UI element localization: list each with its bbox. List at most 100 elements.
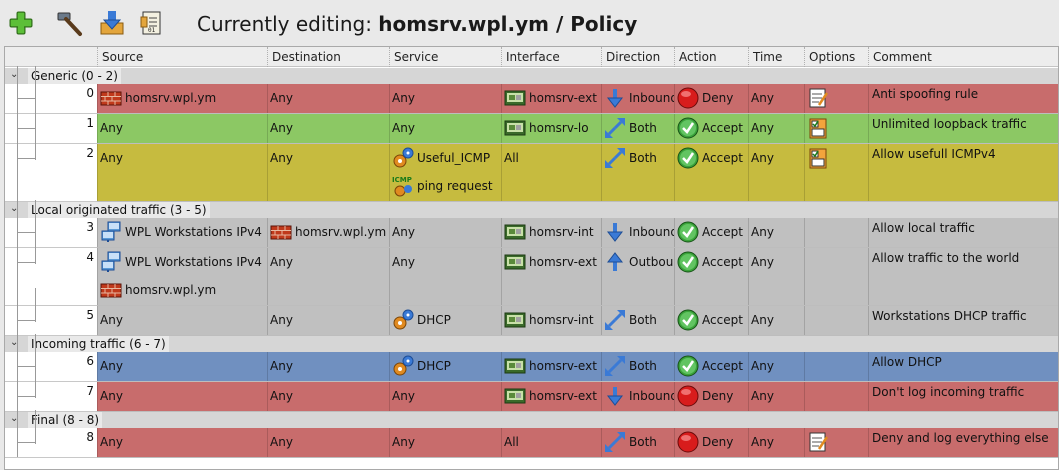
action-cell[interactable]: Accept (674, 352, 748, 381)
direction-object[interactable]: Both (602, 306, 674, 334)
destination-object[interactable]: Any (268, 306, 389, 334)
service-object[interactable]: DHCP (390, 306, 501, 334)
service-cell[interactable]: DHCP (389, 352, 501, 381)
service-object[interactable]: Any (390, 248, 501, 276)
action-object[interactable]: Accept (675, 218, 748, 246)
destination-cell[interactable]: Any (267, 114, 389, 143)
direction-object[interactable]: Inbound (602, 84, 674, 112)
rule-row[interactable]: 0 homsrv.wpl.ym Any Any homsrv-ext Inbound Den… (5, 66, 1058, 114)
column-header-service[interactable]: Service (389, 47, 501, 67)
service-object[interactable]: Any (390, 218, 501, 246)
source-cell[interactable]: Any (97, 428, 267, 457)
direction-cell[interactable]: Both (601, 144, 674, 201)
rule-row[interactable]: 3 WPL Workstations IPv4 homsrv.wpl.ym Any ho… (5, 200, 1058, 248)
column-header-comment[interactable]: Comment (868, 47, 1058, 67)
interface-object[interactable]: homsrv-int (502, 218, 601, 246)
rule-row[interactable]: 7 Any Any Any homsrv-ext Inbound Deny Any Don't … (5, 364, 1058, 412)
action-object[interactable]: Deny (675, 84, 748, 112)
comment-cell[interactable]: Deny and log everything else (868, 428, 1058, 457)
options-cell[interactable] (804, 248, 868, 305)
action-object[interactable]: Accept (675, 352, 748, 380)
service-object[interactable]: Any (390, 428, 501, 456)
time-cell[interactable]: Any (748, 428, 804, 457)
options-object[interactable] (805, 144, 868, 172)
action-object[interactable]: Accept (675, 114, 748, 142)
interface-cell[interactable]: homsrv-int (501, 306, 601, 335)
action-cell[interactable]: Accept (674, 306, 748, 335)
direction-cell[interactable]: Inbound (601, 218, 674, 247)
direction-object[interactable]: Outbound (602, 248, 674, 276)
direction-cell[interactable]: Both (601, 306, 674, 335)
direction-cell[interactable]: Both (601, 114, 674, 143)
source-object[interactable]: Any (98, 382, 267, 410)
rule-number-cell[interactable]: 7 (5, 364, 97, 412)
comment-cell[interactable]: Anti spoofing rule (868, 84, 1058, 113)
direction-object[interactable]: Both (602, 144, 674, 172)
time-cell[interactable]: Any (748, 218, 804, 247)
interface-object[interactable]: homsrv-ext (502, 382, 601, 410)
source-object[interactable]: WPL Workstations IPv4 (98, 248, 267, 276)
destination-cell[interactable]: Any (267, 382, 389, 411)
collapse-chevron-icon[interactable]: ⌄ (10, 413, 19, 424)
comment-cell[interactable]: Unlimited loopback traffic (868, 114, 1058, 143)
source-cell[interactable]: Any (97, 114, 267, 143)
interface-object[interactable]: homsrv-ext (502, 352, 601, 380)
rule-group[interactable]: ⌄ Incoming traffic (6 - 7) (5, 336, 1058, 352)
destination-cell[interactable]: Any (267, 84, 389, 113)
direction-object[interactable]: Both (602, 428, 674, 456)
service-cell[interactable]: Any (389, 84, 501, 113)
options-cell[interactable] (804, 428, 868, 457)
destination-cell[interactable]: homsrv.wpl.ym (267, 218, 389, 247)
direction-object[interactable]: Both (602, 114, 674, 142)
service-cell[interactable]: Any (389, 114, 501, 143)
interface-cell[interactable]: homsrv-ext (501, 352, 601, 381)
rule-group[interactable]: ⌄ Final (8 - 8) (5, 412, 1058, 428)
comment-cell[interactable]: Don't log incoming traffic (868, 382, 1058, 411)
destination-object[interactable]: Any (268, 382, 389, 410)
action-cell[interactable]: Accept (674, 248, 748, 305)
options-cell[interactable] (804, 84, 868, 113)
rule-number-cell[interactable]: 0 (5, 66, 97, 114)
source-cell[interactable]: Any (97, 144, 267, 201)
source-object[interactable]: Any (98, 428, 267, 456)
collapse-chevron-icon[interactable]: ⌄ (10, 69, 19, 80)
compile-button[interactable] (55, 8, 85, 38)
action-cell[interactable]: Deny (674, 428, 748, 457)
destination-cell[interactable]: Any (267, 306, 389, 335)
direction-cell[interactable]: Both (601, 352, 674, 381)
options-cell[interactable] (804, 306, 868, 335)
comment-cell[interactable]: Allow local traffic (868, 218, 1058, 247)
destination-object[interactable]: Any (268, 144, 389, 172)
source-object[interactable]: Any (98, 352, 267, 380)
time-cell[interactable]: Any (748, 382, 804, 411)
time-cell[interactable]: Any (748, 306, 804, 335)
destination-cell[interactable]: Any (267, 248, 389, 305)
rule-group[interactable]: ⌄ Generic (0 - 2) (5, 68, 1058, 84)
source-object[interactable]: Any (98, 306, 267, 334)
interface-cell[interactable]: All (501, 144, 601, 201)
interface-object[interactable]: homsrv-lo (502, 114, 601, 142)
column-header-time[interactable]: Time (748, 47, 804, 67)
time-cell[interactable]: Any (748, 144, 804, 201)
rule-number-cell[interactable]: 1 (5, 96, 97, 144)
options-object[interactable] (805, 428, 868, 456)
options-object[interactable] (805, 84, 868, 112)
rule-row[interactable]: 2 Any Any Useful_ICMP ICMP ping request All Bot… (5, 126, 1058, 202)
action-cell[interactable]: Accept (674, 114, 748, 143)
source-cell[interactable]: WPL Workstations IPv4 homsrv.wpl.ym (97, 248, 267, 305)
action-object[interactable]: Accept (675, 248, 748, 276)
action-cell[interactable]: Accept (674, 218, 748, 247)
action-cell[interactable]: Deny (674, 84, 748, 113)
service-object[interactable]: Any (390, 382, 501, 410)
destination-cell[interactable]: Any (267, 428, 389, 457)
destination-object[interactable]: Any (268, 352, 389, 380)
action-object[interactable]: Accept (675, 306, 748, 334)
destination-object[interactable]: Any (268, 428, 389, 456)
service-object[interactable]: Useful_ICMP (390, 144, 501, 172)
inspect-button[interactable]: 01 (138, 8, 168, 38)
service-cell[interactable]: Any (389, 382, 501, 411)
install-button[interactable] (97, 8, 127, 38)
column-header-direction[interactable]: Direction (601, 47, 674, 67)
comment-cell[interactable]: Allow DHCP (868, 352, 1058, 381)
rule-number-cell[interactable]: 2 (5, 126, 97, 202)
